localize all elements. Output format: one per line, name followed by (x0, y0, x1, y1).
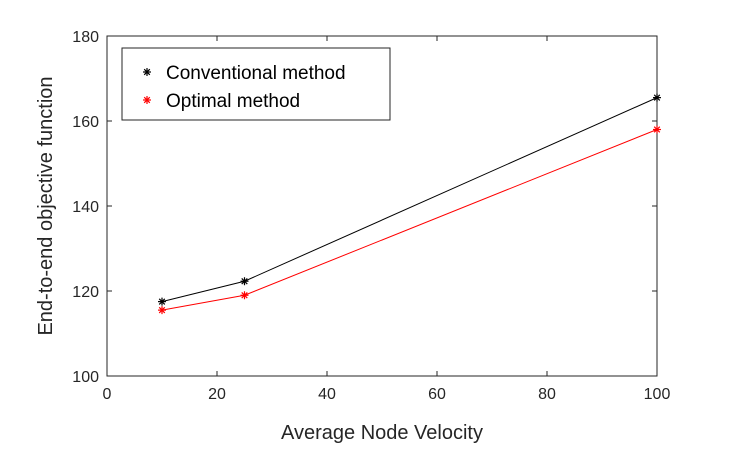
data-point (240, 277, 249, 286)
y-tick-label: 140 (72, 199, 99, 216)
y-tick-label: 100 (72, 369, 99, 386)
legend: Conventional method Optimal method (121, 47, 391, 121)
legend-marker (143, 96, 151, 104)
x-tick-label: 40 (318, 386, 336, 403)
legend-box (121, 47, 391, 121)
x-tick-label: 0 (103, 386, 112, 403)
x-axis-label: Average Node Velocity (281, 422, 483, 444)
legend-label: Conventional method (166, 63, 346, 84)
x-tick-label: 100 (644, 386, 671, 403)
data-point (158, 306, 166, 315)
y-tick-label: 120 (72, 284, 99, 301)
data-point (653, 93, 661, 102)
y-tick-label: 160 (72, 114, 99, 131)
x-tick-label: 80 (538, 386, 556, 403)
series-layer (158, 93, 661, 315)
data-point (240, 291, 249, 300)
legend-marker (143, 68, 151, 76)
data-point (158, 297, 166, 306)
data-point (653, 125, 661, 134)
legend-entries: Conventional method Optimal method (143, 63, 346, 112)
y-tick-label: 180 (72, 29, 99, 46)
axis-ticks: 0 20 40 60 80 100 100 120 140 160 180 (72, 29, 670, 403)
x-tick-label: 20 (208, 386, 226, 403)
legend-label: Optimal method (166, 91, 300, 112)
x-tick-label: 60 (428, 386, 446, 403)
y-axis-label: End-to-end objective function (35, 76, 57, 335)
